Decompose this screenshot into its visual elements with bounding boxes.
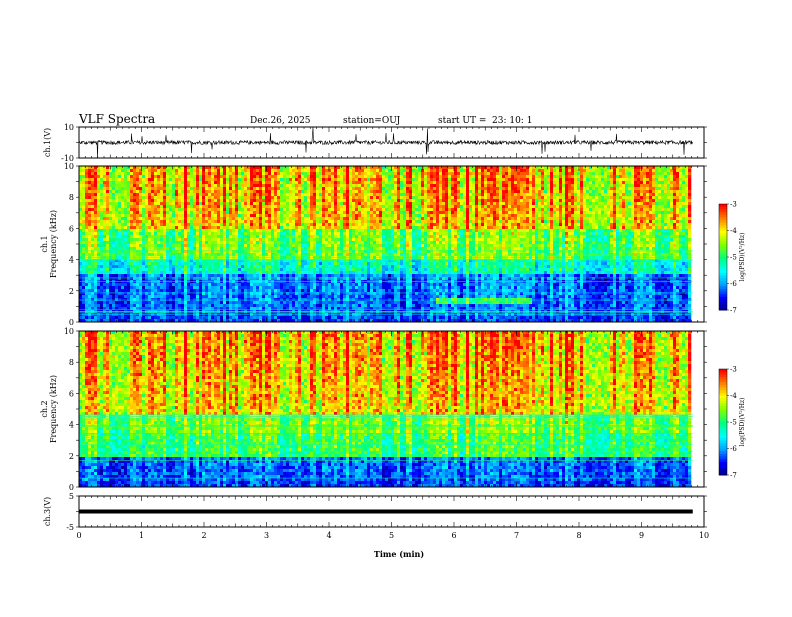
x-tick-label-3: 3 (264, 531, 269, 540)
s2-ytick-4: 4 (69, 421, 74, 430)
s2-colorbar: -3 -4 -5 -6 -7 log(PSD)(V²/Hz) (719, 366, 746, 480)
s1-colorbar-tick--7: -7 (730, 307, 737, 315)
x-tick-label-4: 4 (326, 531, 331, 540)
s2-y-axis-label: ch.2Frequency (kHz) (40, 375, 58, 443)
ch1-ytick-10: 10 (64, 123, 74, 132)
s2-ytick-8: 8 (69, 358, 74, 367)
s2-colorbar-tick--3: -3 (730, 366, 737, 374)
start-ut-label: start UT = (438, 116, 486, 126)
s1-cells (79, 166, 704, 322)
station-label: station=OUJ (343, 116, 401, 126)
s1-colorbar-tick--4: -4 (730, 227, 737, 235)
s2-colorbar-tick--5: -5 (730, 419, 737, 427)
s2-ytick-6: 6 (69, 389, 74, 398)
s1-ytick-0: 0 (69, 318, 74, 327)
ch1-waveform-line (79, 127, 693, 158)
ch1-y-axis-label: ch.1(V) (43, 128, 52, 157)
s1-colorbar-tick--5: -5 (730, 254, 737, 262)
s1-colorbar-tick--3: -3 (730, 201, 737, 209)
s1-colorbar-tick--6: -6 (730, 280, 737, 288)
s2-colorbar-tick--4: -4 (730, 392, 737, 400)
s1-y-axis-label: ch.1Frequency (kHz) (40, 210, 58, 278)
x-tick-label-7: 7 (514, 531, 519, 540)
x-axis-label: Time (min) (374, 549, 424, 559)
figure-title: VLF Spectra (78, 112, 155, 126)
x-tick-label-10: 10 (699, 531, 709, 540)
s2-ytick-2: 2 (69, 452, 74, 461)
s2-ytick-10: 10 (64, 327, 74, 336)
ch3-ytick--5: -5 (66, 523, 74, 532)
x-tick-label-2: 2 (201, 531, 206, 540)
s1-ytick-4: 4 (69, 256, 74, 265)
x-tick-label-9: 9 (639, 531, 644, 540)
x-tick-label-0: 0 (76, 531, 81, 540)
s1-colorbar: -3 -4 -5 -6 -7 log(PSD)(V²/Hz) (719, 201, 746, 315)
ch3-y-axis-label: ch.3(V) (43, 497, 52, 526)
s2-cells (79, 331, 704, 487)
s1-ytick-2: 2 (69, 287, 74, 296)
x-tick-label-6: 6 (451, 531, 456, 540)
s2-colorbar-label: log(PSD)(V²/Hz) (739, 398, 746, 447)
x-tick-label-5: 5 (389, 531, 394, 540)
s1-ytick-10: 10 (64, 162, 74, 171)
ch3-ytick-5: 5 (69, 492, 74, 501)
x-tick-label-1: 1 (139, 531, 144, 540)
s2-ytick-0: 0 (69, 483, 74, 492)
s1-ytick-6: 6 (69, 224, 74, 233)
x-tick-label-8: 8 (576, 531, 581, 540)
s2-colorbar-tick--6: -6 (730, 445, 737, 453)
s2-colorbar-tick--7: -7 (730, 472, 737, 480)
s1-colorbar-label: log(PSD)(V²/Hz) (739, 233, 746, 282)
date-label: Dec.26, 2025 (250, 116, 311, 126)
start-time-value: 23: 10: 1 (492, 116, 532, 126)
s1-ytick-8: 8 (69, 193, 74, 202)
